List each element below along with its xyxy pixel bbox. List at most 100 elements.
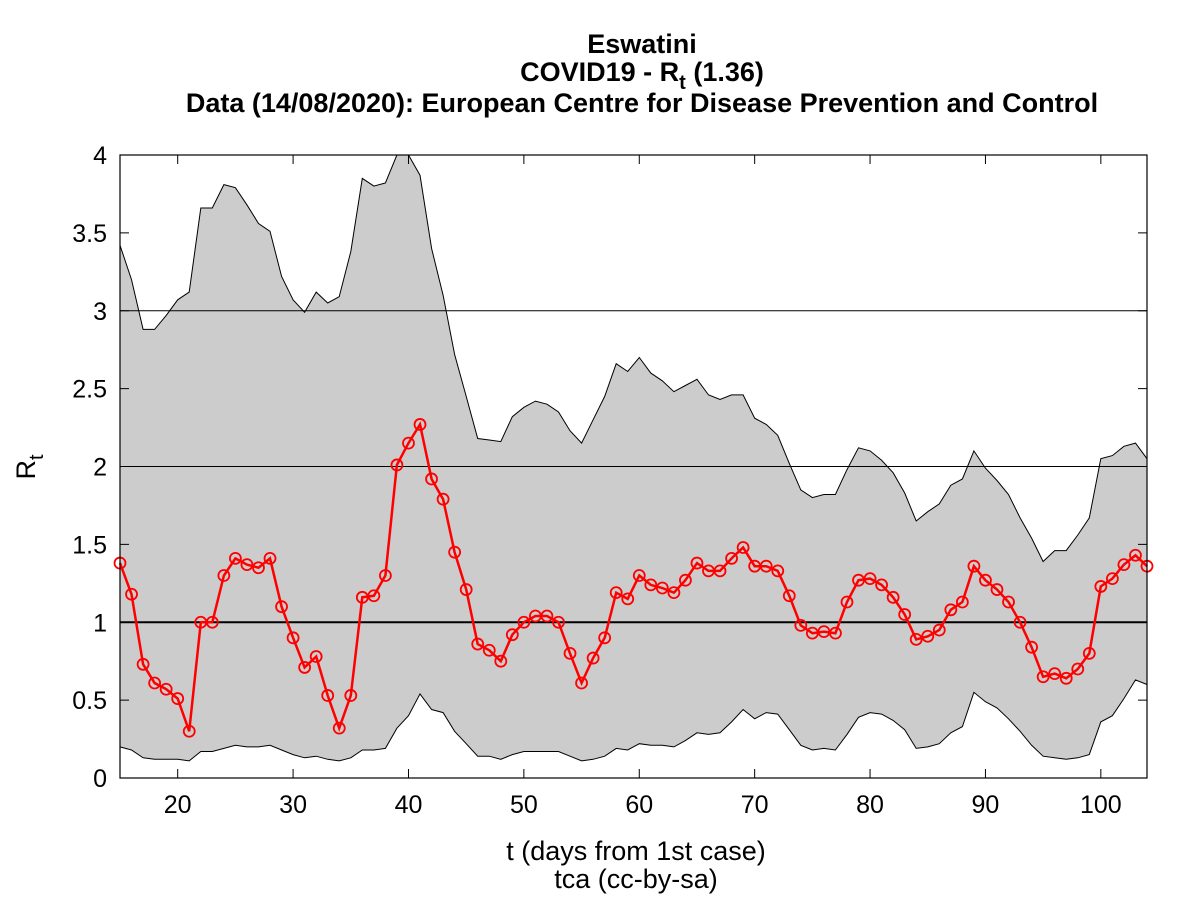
y-tick-label: 4	[93, 142, 107, 170]
data-point	[136, 657, 150, 671]
data-point	[240, 558, 254, 572]
data-point	[286, 631, 300, 645]
data-point	[898, 608, 912, 621]
data-point	[425, 472, 438, 486]
data-point	[679, 573, 692, 587]
data-point	[413, 418, 427, 431]
x-tick-label: 20	[164, 791, 192, 819]
chart-title-metric: COVID19 - Rt (1.36)	[520, 57, 764, 94]
y-axis-label: Rt	[11, 454, 48, 480]
x-tick-label: 90	[972, 791, 1000, 819]
y-tick-label: 3	[93, 298, 107, 326]
data-point	[725, 551, 738, 565]
data-point	[205, 615, 219, 629]
data-point	[321, 689, 335, 702]
data-point	[379, 569, 392, 582]
data-point	[402, 436, 415, 450]
data-point	[482, 643, 496, 657]
data-point	[875, 578, 888, 592]
data-point	[263, 551, 277, 565]
x-tick-label: 100	[1080, 791, 1122, 819]
data-point	[182, 724, 196, 738]
data-point	[655, 581, 669, 595]
data-point	[252, 561, 265, 575]
data-point	[148, 676, 162, 690]
data-point	[332, 721, 346, 735]
data-point	[713, 564, 727, 578]
data-point	[886, 590, 900, 604]
data-point	[1129, 548, 1142, 562]
data-point	[1025, 640, 1039, 654]
data-point	[667, 586, 681, 600]
data-point	[759, 559, 773, 573]
data-point	[644, 578, 658, 592]
data-point	[782, 589, 796, 603]
data-point	[829, 626, 842, 640]
data-point	[540, 609, 554, 623]
data-point	[275, 600, 288, 614]
x-tick-label: 70	[741, 791, 769, 819]
data-point	[921, 629, 935, 643]
data-point	[621, 592, 635, 606]
data-point	[471, 637, 485, 651]
y-axis-label-subscript: t	[26, 454, 48, 460]
y-axis-label-main: R	[11, 460, 41, 480]
data-point	[494, 654, 508, 668]
data-point	[909, 632, 923, 646]
data-point	[390, 458, 404, 472]
data-point	[563, 647, 577, 660]
data-point	[448, 545, 462, 559]
y-tick-label: 0	[93, 765, 107, 793]
data-point	[1048, 667, 1062, 681]
data-point	[736, 541, 750, 554]
data-point	[955, 595, 969, 609]
data-point	[125, 587, 138, 601]
data-point	[1071, 662, 1085, 676]
data-point	[575, 676, 588, 690]
data-point	[1105, 572, 1119, 586]
data-point	[1094, 580, 1108, 593]
data-point	[1002, 595, 1015, 609]
y-tick-label: 2	[93, 454, 107, 482]
data-point	[171, 692, 185, 705]
data-point	[344, 689, 358, 702]
x-axis-ticks: 20 30 40 50 60 70 80 90 100	[164, 155, 1122, 819]
chart-title-metric-subscript: t	[679, 72, 686, 94]
data-point	[586, 651, 600, 665]
data-point	[598, 631, 612, 645]
data-point	[990, 583, 1004, 596]
x-tick-label: 50	[510, 791, 538, 819]
x-tick-label: 30	[279, 791, 307, 819]
chart-title-country: Eswatini	[587, 29, 697, 59]
x-axis-label: t (days from 1st case)	[506, 836, 766, 866]
y-tick-label: 1.5	[72, 531, 107, 559]
chart-title-source: Data (14/08/2020): European Centre for D…	[186, 88, 1098, 118]
x-tick-label: 80	[856, 791, 884, 819]
data-point	[609, 586, 623, 600]
data-point	[1059, 671, 1073, 685]
y-tick-label: 1	[93, 609, 107, 637]
data-point	[932, 623, 946, 637]
data-point	[436, 492, 450, 506]
y-tick-label: 3.5	[72, 220, 107, 248]
band-upper-edge	[119, 154, 1148, 563]
y-tick-label: 2.5	[72, 376, 107, 404]
data-point	[944, 603, 958, 617]
data-point	[367, 589, 381, 603]
data-point	[228, 551, 242, 565]
data-point	[517, 615, 531, 629]
chart-title-metric-suffix: (1.36)	[686, 57, 764, 87]
data-point	[552, 615, 565, 629]
data-point	[505, 628, 519, 642]
y-tick-label: 0.5	[72, 687, 107, 715]
data-point	[459, 583, 473, 596]
data-point	[1036, 670, 1050, 684]
data-point	[217, 569, 231, 582]
data-point	[690, 556, 704, 570]
data-point	[632, 569, 646, 582]
data-point	[979, 573, 992, 587]
data-point	[794, 618, 808, 632]
chart-title-metric-prefix: COVID19 - R	[520, 57, 679, 87]
data-point	[298, 661, 312, 674]
